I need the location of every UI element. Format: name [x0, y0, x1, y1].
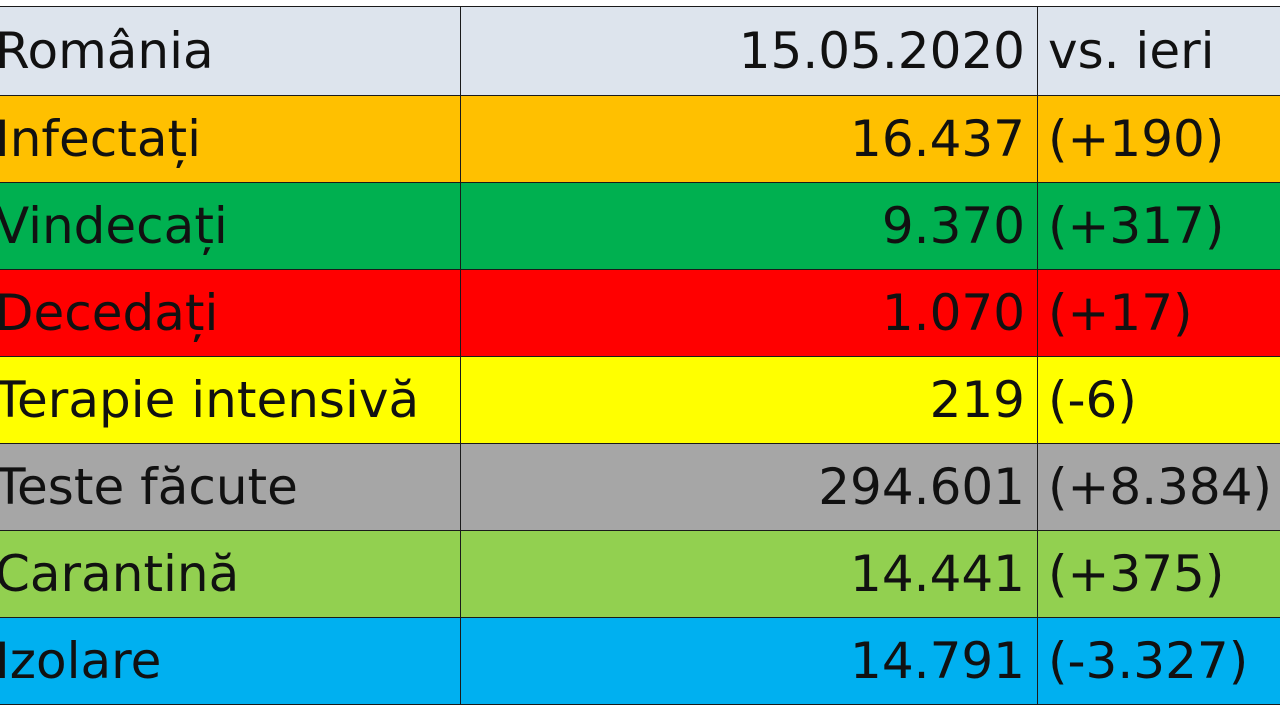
row-delta: (-6) [1037, 356, 1280, 444]
row-value: 14.441 [460, 530, 1038, 618]
header-country: România [0, 6, 461, 96]
row-label: Izolare [0, 617, 461, 705]
row-delta: (-3.327) [1037, 617, 1280, 705]
row-carantina: Carantină 14.441 (+375) [0, 530, 1280, 618]
row-vindecati: Vindecați 9.370 (+317) [0, 182, 1280, 270]
row-label: Carantină [0, 530, 461, 618]
row-value: 16.437 [460, 95, 1038, 183]
header-date: 15.05.2020 [460, 6, 1038, 96]
row-teste-facute: Teste făcute 294.601 (+8.384) [0, 443, 1280, 531]
row-delta: (+317) [1037, 182, 1280, 270]
row-label: Decedați [0, 269, 461, 357]
row-delta: (+375) [1037, 530, 1280, 618]
row-value: 1.070 [460, 269, 1038, 357]
row-label: Infectați [0, 95, 461, 183]
row-infectati: Infectați 16.437 (+190) [0, 95, 1280, 183]
header-row: România 15.05.2020 vs. ieri [0, 6, 1280, 96]
row-label: Vindecați [0, 182, 461, 270]
row-delta: (+190) [1037, 95, 1280, 183]
row-delta: (+17) [1037, 269, 1280, 357]
covid-stats-table: România 15.05.2020 vs. ieri Infectați 16… [0, 6, 1280, 705]
row-izolare: Izolare 14.791 (-3.327) [0, 617, 1280, 705]
row-terapie-intensiva: Terapie intensivă 219 (-6) [0, 356, 1280, 444]
row-value: 14.791 [460, 617, 1038, 705]
header-compare: vs. ieri [1037, 6, 1280, 96]
row-label: Terapie intensivă [0, 356, 461, 444]
row-decedati: Decedați 1.070 (+17) [0, 269, 1280, 357]
row-value: 219 [460, 356, 1038, 444]
row-value: 9.370 [460, 182, 1038, 270]
row-label: Teste făcute [0, 443, 461, 531]
row-value: 294.601 [460, 443, 1038, 531]
row-delta: (+8.384) [1037, 443, 1280, 531]
